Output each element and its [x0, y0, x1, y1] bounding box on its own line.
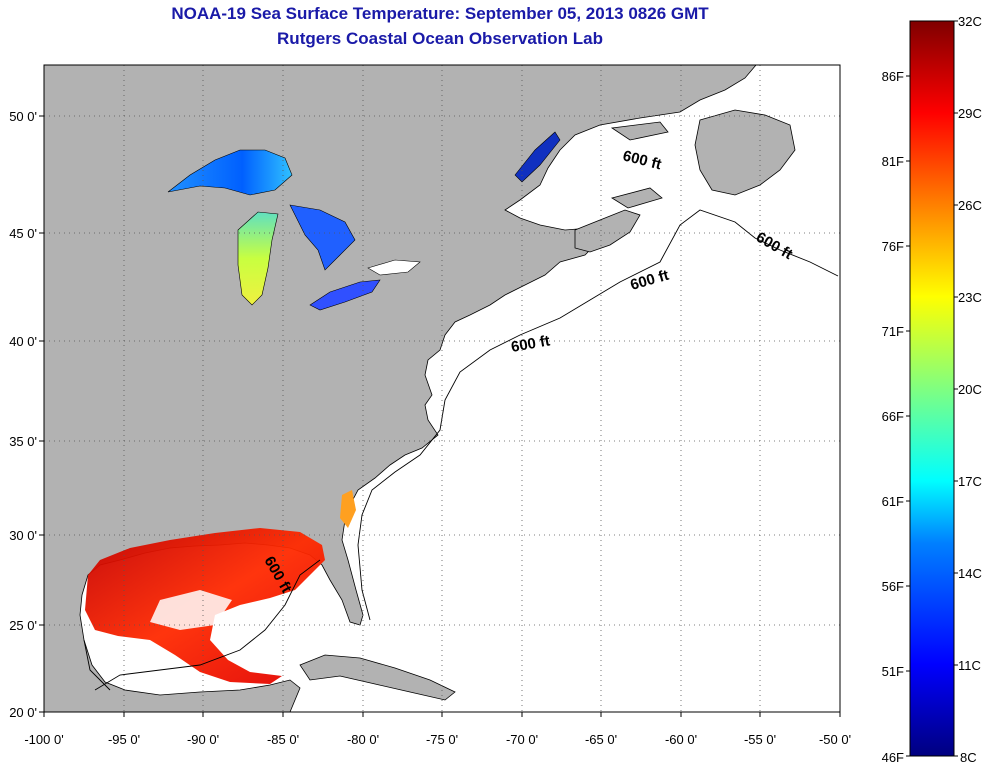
land-nova-scotia: [574, 209, 641, 253]
lake-ontario: [367, 259, 421, 276]
lake-superior: [167, 149, 293, 196]
lake-erie: [309, 279, 381, 311]
colorbar-celsius-label: 29C: [958, 106, 982, 121]
map-subtitle: Rutgers Coastal Ocean Observation Lab: [277, 29, 603, 48]
depth-contour-600ft: [357, 209, 839, 621]
colorbar-celsius-label: 11C: [958, 658, 981, 673]
lon-tick-label: -75 0': [426, 732, 458, 747]
colorbar-fahrenheit-label: 46F: [882, 750, 904, 765]
lat-tick-label: 30 0': [9, 528, 37, 543]
colorbar-celsius-label: 26C: [958, 198, 982, 213]
land-north-america: [44, 65, 757, 712]
lake-michigan: [237, 211, 279, 306]
land-anticosti: [610, 121, 669, 141]
contour-label: 600 ft: [510, 332, 552, 356]
land-pei: [611, 187, 663, 209]
depth-contour-gulf: [94, 559, 321, 691]
lat-tick-label: 25 0': [9, 618, 37, 633]
land-newfoundland: [694, 109, 796, 196]
colorbar-celsius-label: 8C: [960, 750, 977, 765]
lat-labels: 20 0' 25 0' 30 0' 35 0' 40 0' 45 0' 50 0…: [9, 109, 37, 720]
colorbar-gradient: [909, 20, 955, 757]
lon-tick-label: -55 0': [744, 732, 776, 747]
colorbar-celsius-label: 23C: [958, 290, 982, 305]
lat-tick-label: 35 0': [9, 434, 37, 449]
lon-tick-label: -60 0': [665, 732, 697, 747]
lon-tick-label: -80 0': [347, 732, 379, 747]
lon-tick-label: -100 0': [24, 732, 63, 747]
lake-huron: [289, 204, 356, 271]
colorbar-fahrenheit-label: 81F: [882, 154, 904, 169]
colorbar-fahrenheit-label: 71F: [882, 324, 904, 339]
map-area: 600 ft 600 ft 600 ft 600 ft 600 ft: [44, 65, 840, 712]
colorbar-celsius-label: 17C: [958, 474, 982, 489]
lon-tick-label: -85 0': [267, 732, 299, 747]
lon-tick-label: -90 0': [187, 732, 219, 747]
lat-tick-label: 45 0': [9, 226, 37, 241]
colorbar-fahrenheit-label: 56F: [882, 579, 904, 594]
colorbar: 32C 29C 26C 23C 20C 17C 14C 11C 8C 86F 8…: [882, 14, 982, 765]
lon-tick-label: -50 0': [819, 732, 851, 747]
colorbar-celsius-label: 14C: [958, 566, 982, 581]
lat-ticks: [39, 115, 44, 713]
lon-tick-label: -70 0': [506, 732, 538, 747]
lake-st-john: [514, 131, 561, 183]
lat-tick-label: 40 0': [9, 334, 37, 349]
lon-labels: -100 0' -95 0' -90 0' -85 0' -80 0' -75 …: [24, 732, 851, 747]
map-title: NOAA-19 Sea Surface Temperature: Septemb…: [171, 4, 709, 23]
lat-tick-label: 20 0': [9, 705, 37, 720]
depth-contour-gulf-west: [83, 639, 111, 691]
colorbar-celsius-label: 20C: [958, 382, 982, 397]
colorbar-fahrenheit-label: 86F: [882, 69, 904, 84]
gulf-sst-gap: [150, 590, 232, 630]
colorbar-fahrenheit-label: 61F: [882, 494, 904, 509]
colorbar-fahrenheit-label: 76F: [882, 239, 904, 254]
colorbar-fahrenheit-label: 66F: [882, 409, 904, 424]
lon-tick-label: -65 0': [585, 732, 617, 747]
lat-tick-label: 50 0': [9, 109, 37, 124]
lon-ticks: [43, 712, 841, 717]
land-cuba: [299, 654, 456, 701]
lon-tick-label: -95 0': [108, 732, 140, 747]
florida-east-sst: [340, 490, 356, 528]
colorbar-celsius-label: 32C: [958, 14, 982, 29]
colorbar-ticks: [906, 20, 958, 757]
colorbar-fahrenheit-label: 51F: [882, 664, 904, 679]
